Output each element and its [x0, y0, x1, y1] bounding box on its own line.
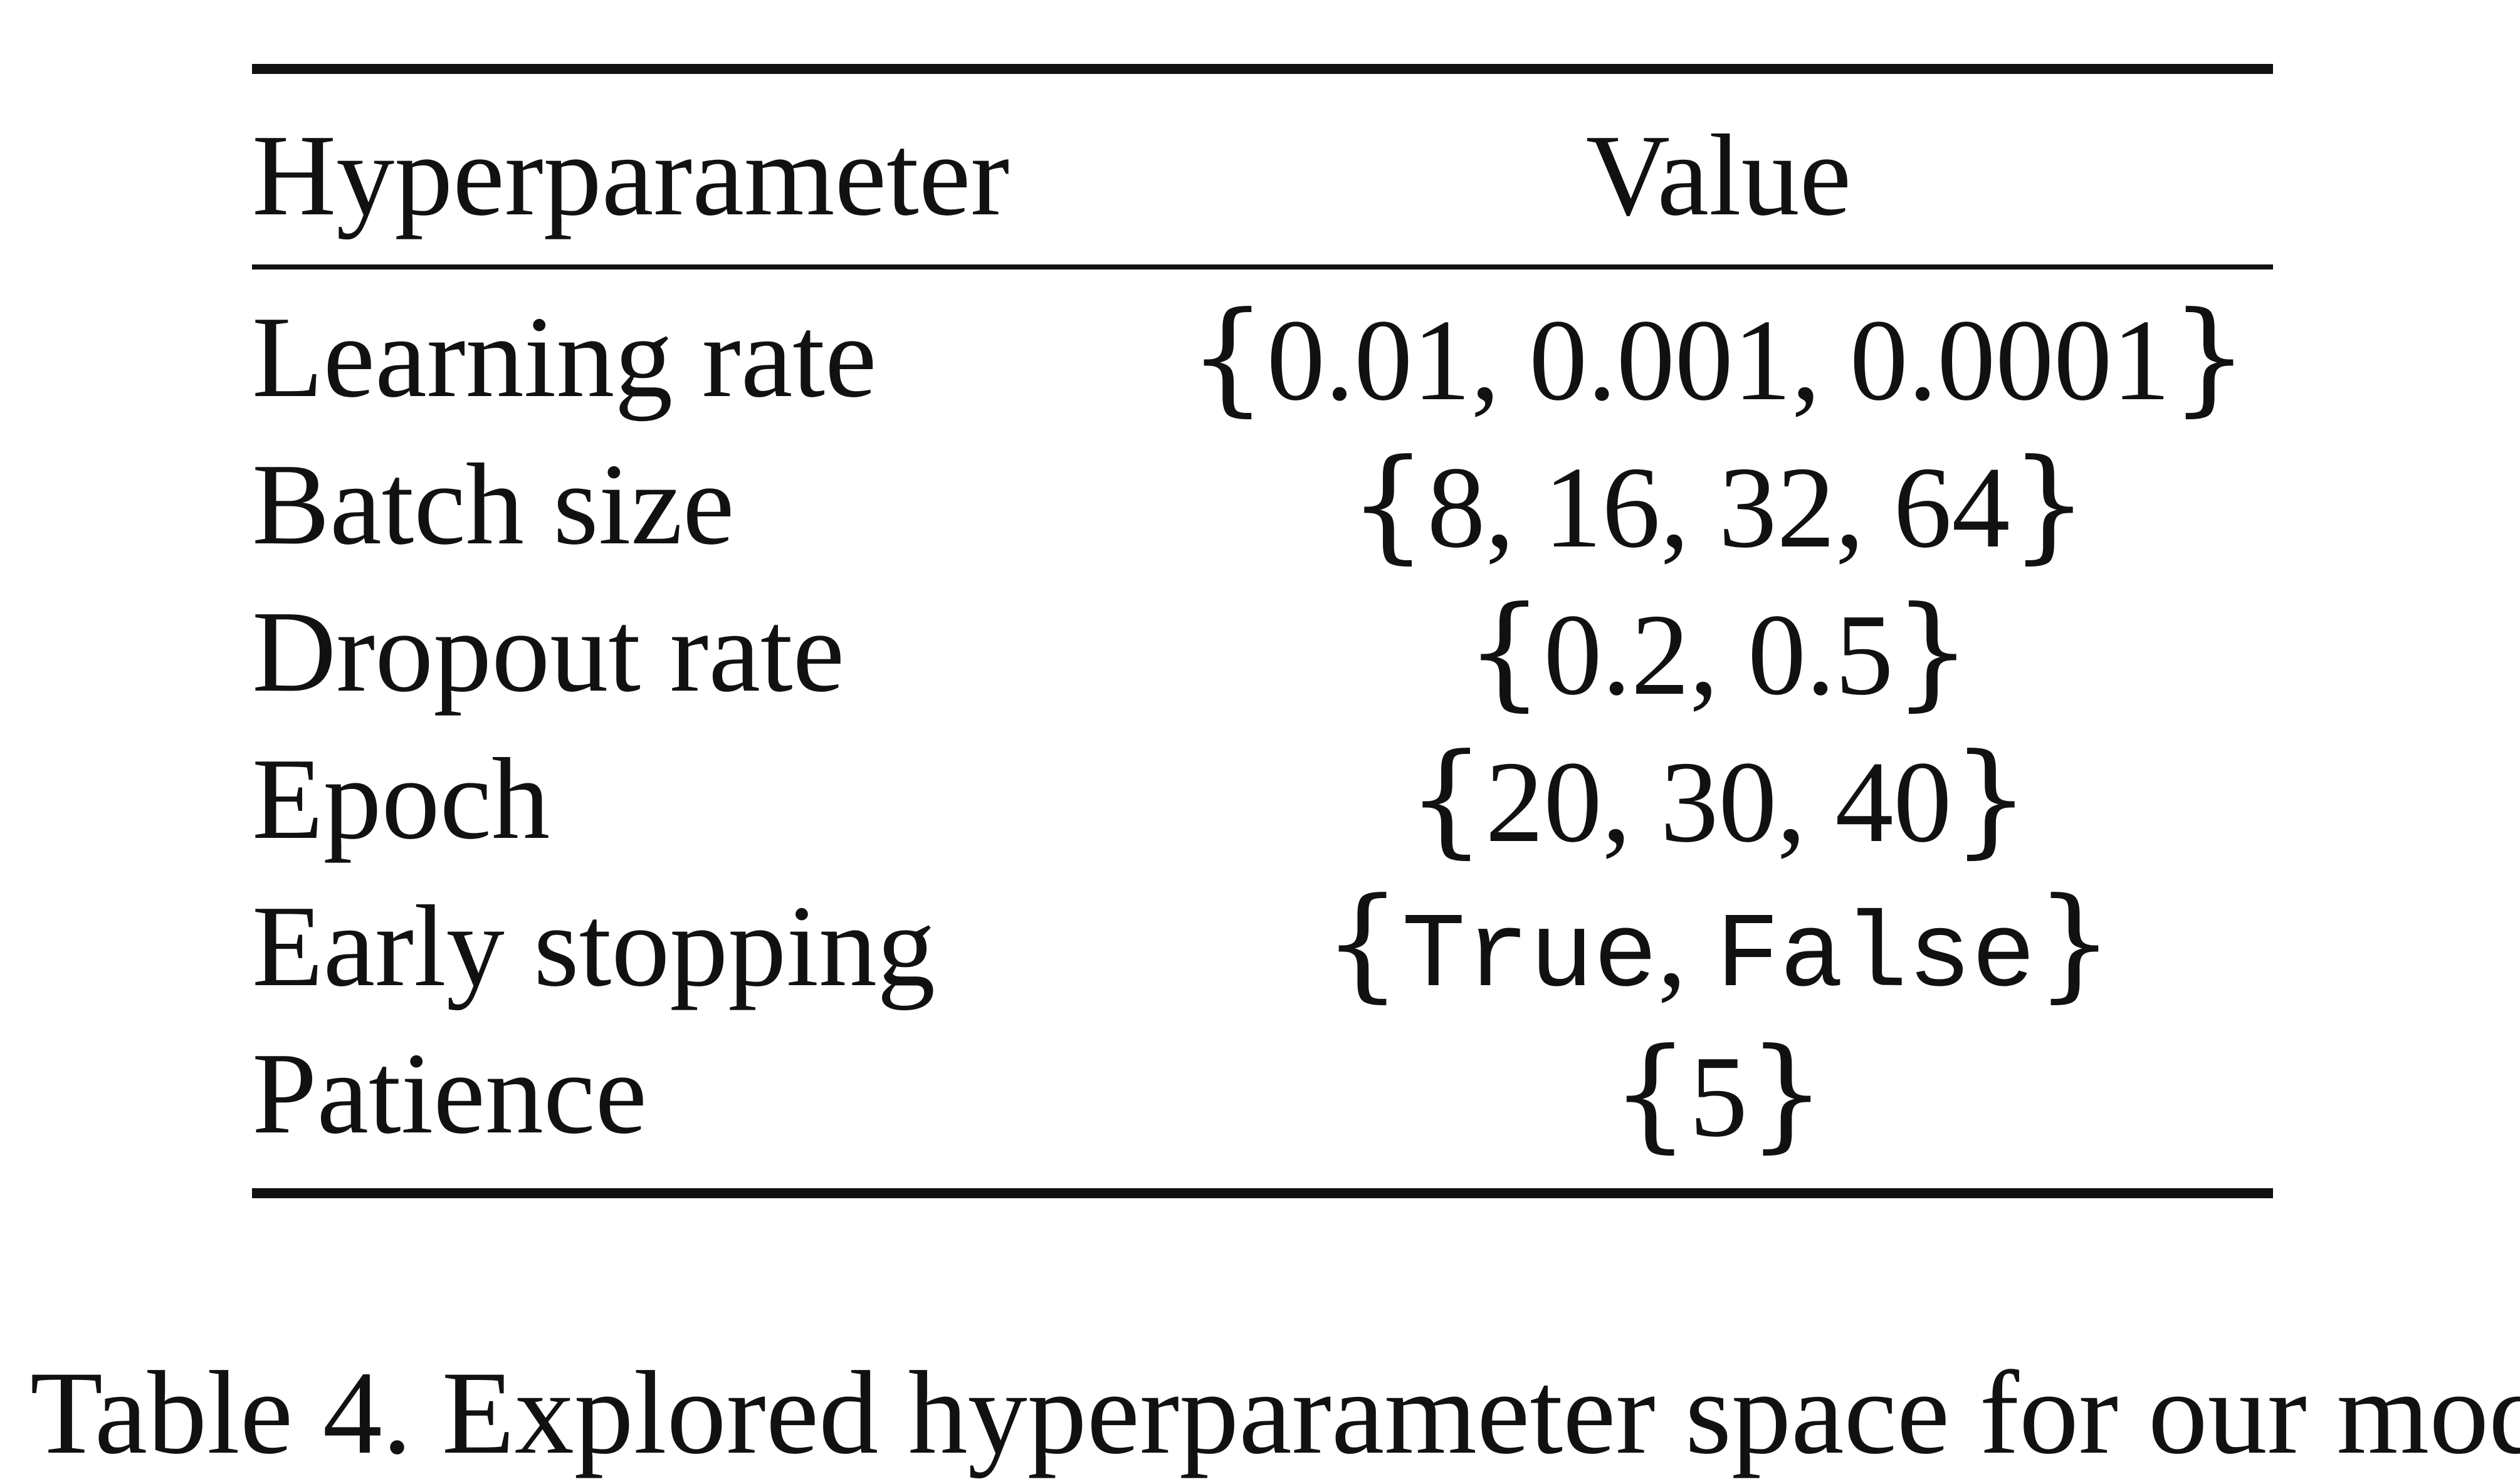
value-text: 5: [1689, 1032, 1748, 1161]
close-brace: }: [2035, 871, 2114, 1015]
row-name-learning-rate: Learning rate: [252, 292, 877, 422]
close-brace: }: [1951, 727, 2030, 870]
open-brace: {: [1189, 285, 1267, 429]
row-value-batch-size: {8, 16, 32, 64}: [1164, 443, 2273, 566]
open-brace: {: [1407, 727, 1486, 870]
value-true: True: [1401, 896, 1657, 1018]
table-row: Epoch {20, 30, 40}: [252, 725, 2273, 872]
value-separator: ,: [1657, 881, 1716, 1011]
value-text: 20, 30, 40: [1485, 737, 1952, 867]
close-brace: }: [1893, 580, 1972, 723]
close-brace: }: [1748, 1022, 1826, 1165]
row-value-early-stopping: {True, False}: [1164, 882, 2273, 1011]
row-name-patience: Patience: [252, 1028, 648, 1158]
row-value-learning-rate: {0.01, 0.001, 0.0001}: [1164, 296, 2273, 419]
open-brace: {: [1323, 871, 1402, 1015]
table-row: Patience {5}: [252, 1020, 2273, 1167]
hyperparameter-table: Hyperparameter Value Learning rate {0.01…: [252, 64, 2273, 1198]
row-value-patience: {5}: [1164, 1032, 2273, 1155]
row-value-dropout-rate: {0.2, 0.5}: [1164, 590, 2273, 713]
table-header-row: Hyperparameter Value: [252, 99, 2273, 252]
table-caption: Table 4. Explored hyperparameter space f…: [30, 1347, 2520, 1479]
top-rule: [252, 64, 2273, 74]
row-name-early-stopping: Early stopping: [252, 881, 936, 1011]
open-brace: {: [1611, 1022, 1689, 1165]
header-value: Value: [1585, 111, 1852, 240]
open-brace: {: [1348, 432, 1427, 576]
close-brace: }: [2170, 285, 2249, 429]
value-text: 8, 16, 32, 64: [1427, 442, 2010, 572]
row-value-epoch: {20, 30, 40}: [1164, 738, 2273, 860]
close-brace: }: [2010, 432, 2089, 576]
open-brace: {: [1465, 580, 1544, 723]
row-name-batch-size: Batch size: [252, 439, 735, 569]
table-row: Early stopping {True, False}: [252, 872, 2273, 1020]
row-name-epoch: Epoch: [252, 734, 550, 864]
table-row: Learning rate {0.01, 0.001, 0.0001}: [252, 283, 2273, 431]
header-rule: [252, 264, 2273, 269]
row-name-dropout-rate: Dropout rate: [252, 587, 845, 716]
value-text: 0.01, 0.001, 0.0001: [1266, 295, 2171, 425]
bottom-rule: [252, 1188, 2273, 1198]
table-row: Batch size {8, 16, 32, 64}: [252, 431, 2273, 578]
header-hyperparameter: Hyperparameter: [252, 111, 1010, 240]
value-text: 0.2, 0.5: [1543, 590, 1894, 719]
value-false: False: [1715, 896, 2036, 1018]
table-row: Dropout rate {0.2, 0.5}: [252, 578, 2273, 725]
